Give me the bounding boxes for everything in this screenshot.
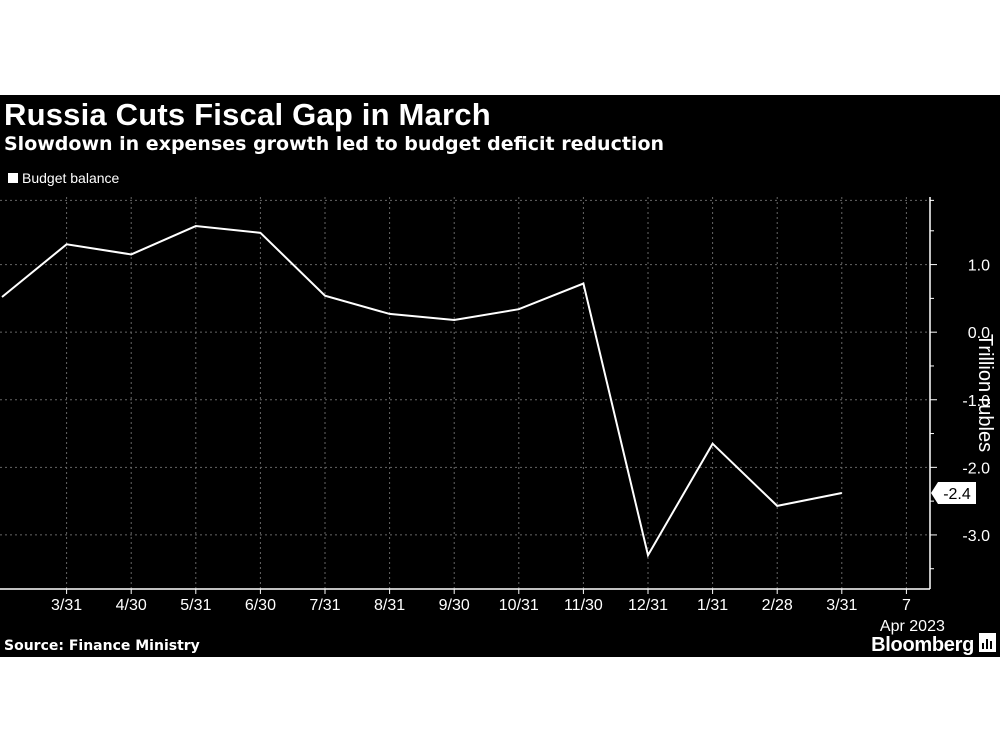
y-tick-label: -2.0 [962, 460, 990, 477]
x-tick-label: 3/31 [826, 597, 857, 614]
x-tick-label: 11/30 [564, 597, 603, 614]
y-tick-label: 0.0 [968, 325, 990, 342]
x-tick-label: 5/31 [180, 597, 211, 614]
x-tick-label: 1/31 [697, 597, 728, 614]
x-tick-label: 3/31 [51, 597, 82, 614]
last-value-box [931, 482, 976, 505]
last-value-callout: -2.4 [931, 482, 976, 505]
chart-title: Russia Cuts Fiscal Gap in March [4, 97, 491, 132]
chart-card: Russia Cuts Fiscal Gap in March Slowdown… [0, 95, 1000, 657]
y-axis-title: Trillion rubles [974, 334, 996, 452]
x-tick-label: 10/31 [499, 597, 539, 614]
series-line-budget-balance [1, 225, 842, 558]
x-tick-label: 12/31 [628, 597, 668, 614]
x-tick-label: 6/30 [245, 597, 276, 614]
brand-logo: Bloomberg [871, 634, 974, 656]
x-tick-label: 8/31 [374, 597, 405, 614]
chart-subtitle: Slowdown in expenses growth led to budge… [4, 133, 665, 155]
x-tick-label: 7/31 [309, 597, 340, 614]
line-chart: 3/31 4/30 5/31 6/30 7/31 8/31 9/30 10/31 11/30 12… [0, 197, 996, 635]
x-tick-label: 7 [902, 597, 911, 614]
y-tick-label: -1.0 [962, 393, 990, 410]
last-value-label: -2.4 [943, 486, 971, 503]
legend: Budget balance [8, 170, 119, 186]
source-note: Source: Finance Ministry [4, 638, 200, 654]
x-axis-year-label: Apr 2023 [880, 618, 945, 635]
y-tick-label: -3.0 [962, 528, 990, 545]
x-tick-label: 4/30 [116, 597, 147, 614]
legend-swatch [8, 173, 18, 183]
y-tick-label: 1.0 [968, 258, 990, 275]
x-tick-label: 2/28 [762, 597, 793, 614]
legend-label: Budget balance [22, 170, 120, 186]
bloomberg-chart-icon [979, 633, 996, 652]
x-tick-label: 9/30 [439, 597, 470, 614]
